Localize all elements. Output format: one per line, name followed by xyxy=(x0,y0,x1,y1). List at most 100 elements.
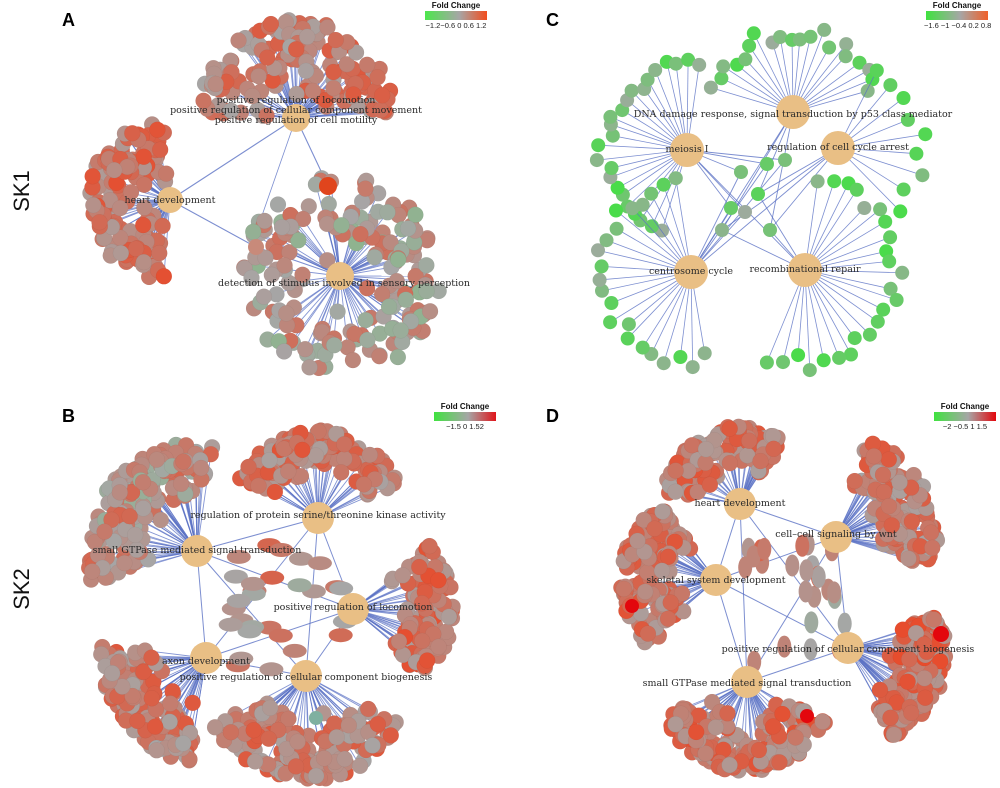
gene-node xyxy=(896,182,911,197)
gene-node xyxy=(333,217,350,234)
gene-node xyxy=(878,214,893,229)
gene-node xyxy=(609,203,623,218)
gene-node xyxy=(667,462,684,479)
gene-node xyxy=(876,302,891,317)
gene-node xyxy=(648,63,663,77)
term-label: recombinational repair xyxy=(749,264,860,275)
gene-node xyxy=(382,234,399,251)
gene-node xyxy=(785,554,800,577)
gene-node xyxy=(646,520,663,537)
gene-node xyxy=(595,283,609,298)
term-hub-node xyxy=(326,262,354,290)
gene-node xyxy=(922,524,940,541)
gene-node xyxy=(916,669,933,687)
gene-node xyxy=(738,205,752,219)
gene-node xyxy=(357,180,374,197)
gene-node xyxy=(288,85,305,103)
gene-node xyxy=(248,239,264,255)
gene-node xyxy=(85,196,102,214)
gene-node xyxy=(222,723,240,741)
gene-node xyxy=(325,79,342,97)
edge xyxy=(746,536,837,683)
gene-node xyxy=(260,570,285,585)
panel-b: B Fold Change −1.5 0 1.52 regulation of … xyxy=(0,394,500,788)
gene-node xyxy=(635,511,652,529)
gene-node xyxy=(662,594,679,611)
gene-node xyxy=(332,464,350,481)
gene-node xyxy=(397,291,415,308)
term-label: positive regulation of locomotion xyxy=(274,602,433,613)
network-d: heart development cell–cell signaling by … xyxy=(613,418,975,779)
gene-node xyxy=(883,517,901,534)
edge xyxy=(306,275,341,355)
edge xyxy=(339,275,414,329)
edge xyxy=(169,117,297,201)
gene-node xyxy=(116,554,133,572)
legend-ticks: −1.5 0 1.52 xyxy=(446,422,484,431)
gene-node xyxy=(847,331,862,346)
gene-node xyxy=(124,687,141,705)
gene-node xyxy=(373,87,391,104)
gene-node xyxy=(336,750,353,768)
gene-node xyxy=(129,712,146,730)
gene-node xyxy=(903,513,921,530)
edge xyxy=(746,647,849,683)
gene-node xyxy=(259,662,284,677)
edge xyxy=(739,503,748,683)
term-label: regulation of protein serine/threonine k… xyxy=(190,510,446,521)
gene-node xyxy=(689,483,706,501)
edge xyxy=(715,579,849,649)
fold-change-legend-c: Fold Change −1.6 −1 −0.4 0.2 0.8 xyxy=(924,1,992,31)
gene-node xyxy=(865,447,883,465)
legend-color-bar xyxy=(926,11,988,20)
gene-node xyxy=(734,165,748,179)
gene-node xyxy=(659,548,677,566)
gene-node xyxy=(91,213,108,231)
fold-change-legend-d: Fold Change −2 −0.5 1 1.5 xyxy=(932,402,998,432)
gene-node xyxy=(640,72,655,87)
gene-node xyxy=(849,182,864,197)
term-hub-node xyxy=(820,521,852,553)
legend-color-bar xyxy=(934,412,996,421)
gene-node xyxy=(358,279,376,297)
gene-node xyxy=(309,711,323,725)
gene-node xyxy=(635,340,650,355)
gene-node xyxy=(149,121,166,138)
gene-node xyxy=(430,638,447,655)
gene-node xyxy=(382,727,400,744)
gene-node xyxy=(392,322,409,339)
gene-node xyxy=(124,124,141,142)
fold-change-legend-b: Fold Change −1.5 0 1.52 xyxy=(432,402,498,432)
gene-node xyxy=(344,351,362,369)
gene-node xyxy=(860,83,875,98)
gene-node xyxy=(667,716,684,733)
term-hub-node xyxy=(282,104,310,132)
gene-node xyxy=(135,176,153,193)
gene-node xyxy=(885,726,903,743)
gene-node xyxy=(659,610,677,627)
gene-node xyxy=(870,314,885,329)
gene-node xyxy=(413,632,431,650)
edge xyxy=(339,275,412,322)
gene-node xyxy=(358,56,376,74)
gene-node xyxy=(909,146,924,161)
gene-node xyxy=(653,562,671,579)
gene-node xyxy=(390,633,408,650)
gene-node xyxy=(371,347,388,365)
gene-node xyxy=(351,757,369,775)
term-label: heart development xyxy=(695,498,786,509)
legend-ticks: −1.6 −1 −0.4 0.2 0.8 xyxy=(924,21,992,30)
gene-node xyxy=(827,174,842,189)
term-label: centrosome cycle xyxy=(649,266,733,277)
panel-d: D Fold Change −2 −0.5 1 1.5 heart develo… xyxy=(500,394,1000,788)
gene-node xyxy=(639,625,657,642)
gene-node xyxy=(591,243,605,258)
gene-node xyxy=(364,737,381,754)
gene-node xyxy=(319,19,336,36)
term-hub-node xyxy=(157,187,183,213)
term-label: heart development xyxy=(125,195,216,206)
edge xyxy=(769,147,839,231)
gene-node xyxy=(721,454,739,472)
term-label: positive regulation of cellular componen… xyxy=(722,644,975,655)
term-label: regulation of cell cycle arrest xyxy=(767,142,909,153)
